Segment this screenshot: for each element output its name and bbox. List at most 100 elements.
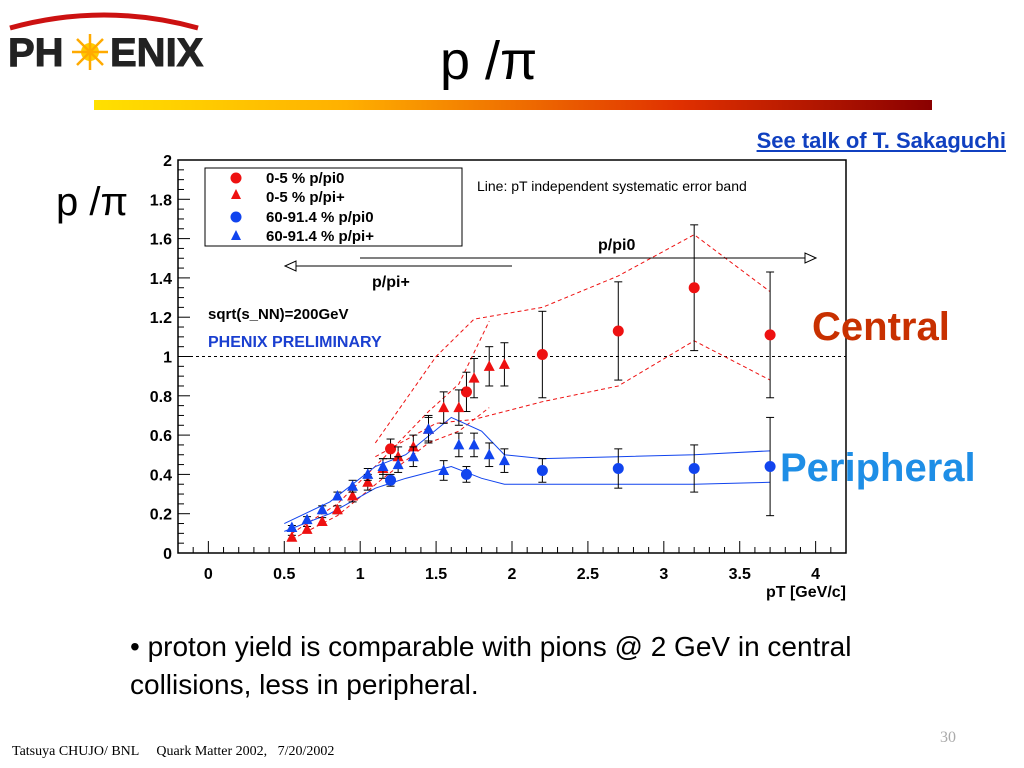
y-tick-label: 0.6 [150,428,172,445]
energy-label: sqrt(s_NN)=200GeV [208,306,348,323]
y-tick-label: 1.4 [150,271,172,288]
data-point-triangle [316,503,328,515]
x-tick-label: 2 [508,566,517,583]
x-tick-label: 0.5 [273,566,295,583]
y-tick-label: 1.8 [150,192,172,209]
legend-entry: 60-91.4 % p/pi+ [266,228,374,245]
data-point-triangle [377,460,389,472]
data-point-circle [460,386,472,398]
x-tick-label: 0 [204,566,213,583]
svg-text:PH: PH [8,31,64,74]
legend-marker-peripheral-pi0 [230,211,242,223]
piplus-range-arrow [283,260,512,272]
data-point-triangle [453,438,465,450]
legend-marker-peripheral-piplus [231,230,241,240]
data-point-triangle [498,358,510,369]
peripheral-annotation: Peripheral [780,446,976,490]
phenix-logo: PH ENIX [4,4,214,76]
data-point-triangle [438,464,450,475]
page-number: 30 [940,729,956,746]
y-tick-label: 0.8 [150,389,172,406]
data-point-triangle [423,423,434,434]
data-point-triangle [331,490,343,501]
data-point-circle [536,464,548,476]
legend-entry: 60-91.4 % p/pi0 [266,209,374,226]
data-point-triangle [331,503,343,515]
pi0-range-arrow [360,252,818,264]
y-tick-label: 1.2 [150,310,172,327]
data-point-triangle [301,523,313,534]
data-point-circle [612,463,624,475]
central-annotation: Central [812,305,950,349]
y-axis-label: p /π [56,180,129,224]
data-point-triangle [407,450,419,462]
talk-reference-link[interactable]: See talk of T. Sakaguchi [756,128,1006,153]
legend-marker-central-piplus [231,189,241,199]
data-point-triangle [438,401,450,413]
data-point-triangle [362,476,374,487]
data-point-triangle [468,438,480,450]
x-tick-label: 3.5 [729,566,751,583]
legend: 0-5 % p/pi0 0-5 % p/pi+ 60-91.4 % p/pi0 … [204,167,463,247]
data-point-triangle [362,468,374,479]
y-tick-label: 2 [163,153,172,170]
title-underline-bar [94,100,932,110]
data-point-circle [688,282,700,294]
legend-entry: 0-5 % p/pi0 [266,170,344,187]
legend-box [204,167,463,247]
data-point-triangle [483,448,495,460]
systematic-bands [284,234,771,540]
data-point-circle [612,325,624,337]
data-point-circle [536,349,548,361]
footer-author-conference: Tatsuya CHUJO/ BNL Quark Matter 2002, 7/… [12,744,335,759]
x-tick-label: 4 [811,566,820,583]
data-point-circle [460,468,472,480]
data-point-triangle [316,515,328,527]
preliminary-label: PHENIX PRELIMINARY [208,334,382,351]
x-tick-label: 1.5 [425,566,447,583]
data-point-triangle [407,440,419,452]
x-tick-label: 2.5 [577,566,599,583]
systematic-note: Line: pT independent systematic error ba… [477,178,747,194]
data-point-triangle [392,458,404,470]
data-points [286,224,776,542]
data-point-circle [764,329,776,341]
data-point-triangle [392,450,404,462]
legend-entry: 0-5 % p/pi+ [266,189,345,206]
systematic-band-central-upper [374,234,771,444]
systematic-band-central-pi+-upper [291,320,490,534]
legend-marker-central-pi0 [230,172,242,184]
data-point-circle [385,474,397,486]
data-point-triangle [498,454,510,466]
data-point-triangle [347,490,359,501]
x-tick-label: 1 [356,566,365,583]
svg-text:ENIX: ENIX [110,31,204,74]
data-point-triangle [453,401,465,413]
axes: 0 0.5 1 1.5 2 2.5 3 3.5 4 0 0.2 0.4 0.6 0.8 1 1.2 1.4 1.6… [150,153,847,583]
systematic-band-peripheral-upper [284,416,771,524]
data-point-triangle [347,480,359,491]
data-point-triangle [286,531,298,542]
data-point-triangle [301,513,313,525]
data-point-triangle [483,360,495,371]
x-axis-label: pT [GeV/c] [766,584,846,601]
arrow-label-piplus: p/pi+ [372,274,410,291]
data-point-triangle [468,372,480,383]
bullet-text: • proton yield is comparable with pions … [130,631,852,700]
x-tick-label: 3 [659,566,668,583]
y-tick-label: 1 [163,350,172,367]
arrow-label-pi0: p/pi0 [598,237,635,254]
y-tick-label: 1.6 [150,232,172,249]
y-tick-label: 0.2 [150,507,172,524]
y-tick-label: 0 [163,546,172,563]
systematic-band-central-pi+-lower [291,407,490,540]
y-tick-label: 0.4 [150,467,172,484]
data-point-circle [385,443,397,455]
data-point-triangle [286,521,298,532]
systematic-band-peripheral-lower [284,466,771,532]
data-point-circle [688,463,700,475]
data-point-circle [764,461,776,473]
sun-icon [72,34,108,70]
slide-title: p /π [440,31,538,91]
